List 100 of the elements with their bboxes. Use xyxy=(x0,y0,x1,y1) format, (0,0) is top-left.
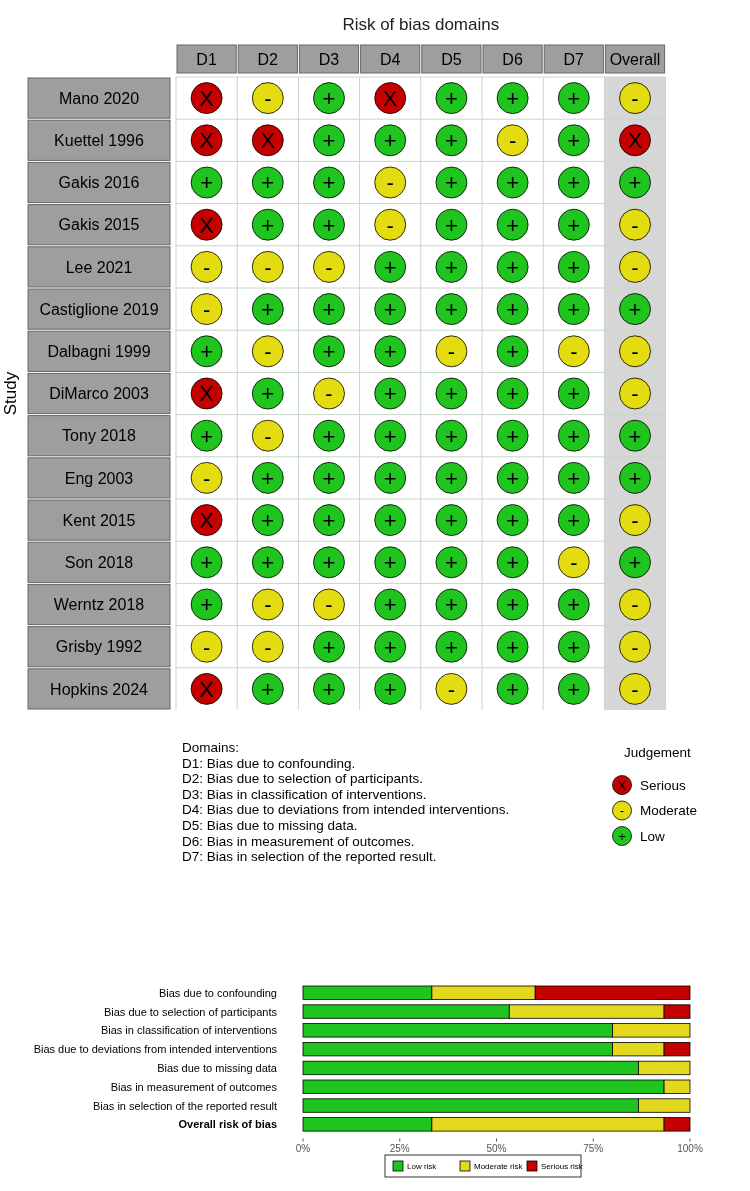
text: + xyxy=(506,508,520,534)
text: + xyxy=(322,297,336,323)
text: + xyxy=(383,128,397,154)
text: + xyxy=(322,508,336,534)
x-tick-label: D2 xyxy=(257,50,279,68)
text: X xyxy=(627,128,643,154)
text: + xyxy=(383,634,397,660)
y-tick-label: Bias due to deviations from intended interventions xyxy=(33,1043,278,1056)
text: + xyxy=(444,297,458,323)
text: - xyxy=(325,254,333,280)
text: + xyxy=(567,254,581,280)
text: + xyxy=(200,592,214,618)
y-tick-label: Dalbagni 1999 xyxy=(47,343,151,361)
text: + xyxy=(506,297,520,323)
text: + xyxy=(322,634,336,660)
text: - xyxy=(264,423,272,449)
text: + xyxy=(506,423,520,449)
y-tick-label: Kent 2015 xyxy=(62,511,136,529)
x-tick-label: 0% xyxy=(295,1143,311,1155)
text: + xyxy=(567,297,581,323)
text: + xyxy=(383,423,397,449)
text: - xyxy=(570,339,578,365)
text: + xyxy=(567,212,581,238)
y-tick-label: Lee 2021 xyxy=(65,258,133,276)
y-tick-label: Gakis 2016 xyxy=(58,174,140,192)
y-tick-label: Gakis 2015 xyxy=(58,216,140,234)
text: - xyxy=(631,86,639,112)
text: - xyxy=(202,297,211,323)
text: D6: Bias in measurement of outcomes. xyxy=(182,833,415,849)
text: - xyxy=(447,339,456,365)
text: + xyxy=(322,170,336,196)
text: + xyxy=(567,86,581,112)
text: - xyxy=(264,86,272,112)
y-tick-label: Bias in measurement of outcomes xyxy=(110,1080,278,1093)
text: Domains: xyxy=(182,740,240,755)
text: + xyxy=(322,86,336,112)
text: + xyxy=(322,212,336,238)
text: + xyxy=(506,254,520,280)
y-tick-label: Mano 2020 xyxy=(58,89,140,107)
text: + xyxy=(506,592,520,618)
y-tick-label: DiMarco 2003 xyxy=(49,385,149,403)
text: - xyxy=(631,212,639,238)
y-tick-label: Bias due to selection of participants xyxy=(103,1005,278,1018)
text: + xyxy=(261,465,275,491)
text: - xyxy=(570,550,578,576)
x-tick-label: 25% xyxy=(389,1143,410,1155)
text: + xyxy=(506,676,520,702)
text: + xyxy=(444,170,458,196)
text: + xyxy=(261,508,275,534)
text: - xyxy=(631,676,639,702)
text: - xyxy=(386,212,394,238)
text: Serious xyxy=(640,777,687,793)
text: - xyxy=(264,592,272,618)
text: + xyxy=(444,423,458,449)
text: + xyxy=(322,550,336,576)
x-tick-label: 50% xyxy=(486,1143,507,1155)
y-tick-label: Overall risk of bias xyxy=(178,1118,277,1131)
text: + xyxy=(261,676,275,702)
text: + xyxy=(444,465,458,491)
text: D1: Bias due to confounding. xyxy=(182,755,356,771)
text: X xyxy=(199,128,214,154)
text: - xyxy=(325,592,333,618)
text: D4: Bias due to deviations from intended interventions. xyxy=(182,802,510,818)
text: + xyxy=(506,465,520,491)
text: + xyxy=(200,423,214,449)
text: - xyxy=(631,254,639,280)
text: D2: Bias due to selection of participants. xyxy=(182,771,423,787)
text: + xyxy=(567,170,581,196)
y-tick-label: Bias in selection of the reported result xyxy=(92,1099,277,1112)
x-tick-label: Overall xyxy=(609,50,661,68)
text: + xyxy=(628,465,642,491)
text: + xyxy=(506,339,520,365)
text: + xyxy=(322,339,336,365)
text: + xyxy=(506,170,520,196)
y-tick-label: Bias due to confounding xyxy=(158,986,277,999)
text: - xyxy=(631,592,639,618)
legend-label: Low risk xyxy=(407,1161,438,1171)
text: + xyxy=(618,828,626,844)
text: - xyxy=(264,254,272,280)
y-tick-label: Grisby 1992 xyxy=(55,638,143,656)
text: + xyxy=(383,465,397,491)
text: - xyxy=(631,339,639,365)
x-tick-label: D1 xyxy=(196,50,217,68)
text: + xyxy=(444,86,458,112)
y-tick-label: Tony 2018 xyxy=(62,427,137,445)
text: - xyxy=(264,339,272,365)
text: X xyxy=(199,508,214,534)
text: + xyxy=(383,592,397,618)
text: + xyxy=(506,634,520,660)
text: + xyxy=(200,550,214,576)
text: + xyxy=(322,423,336,449)
text: + xyxy=(444,128,458,154)
text: + xyxy=(383,676,397,702)
text: + xyxy=(444,381,458,407)
text: - xyxy=(631,634,639,660)
text: X xyxy=(199,676,214,702)
text: X xyxy=(260,128,276,154)
text: + xyxy=(444,634,458,660)
text: + xyxy=(444,550,458,576)
text: + xyxy=(567,381,581,407)
